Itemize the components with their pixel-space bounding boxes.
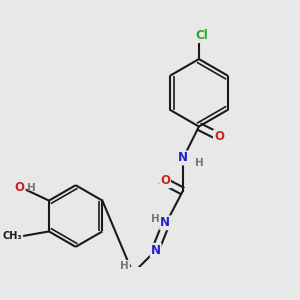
Text: Cl: Cl xyxy=(195,29,208,42)
Text: N: N xyxy=(178,152,188,164)
Text: O: O xyxy=(160,175,170,188)
Text: N: N xyxy=(151,244,161,257)
Text: N: N xyxy=(160,216,170,229)
Text: O: O xyxy=(214,130,224,143)
Text: H: H xyxy=(194,158,203,168)
Text: H: H xyxy=(120,261,129,271)
Text: H: H xyxy=(27,183,36,193)
Text: CH₃: CH₃ xyxy=(3,231,22,241)
Text: O: O xyxy=(15,182,25,194)
Text: H: H xyxy=(151,214,159,224)
